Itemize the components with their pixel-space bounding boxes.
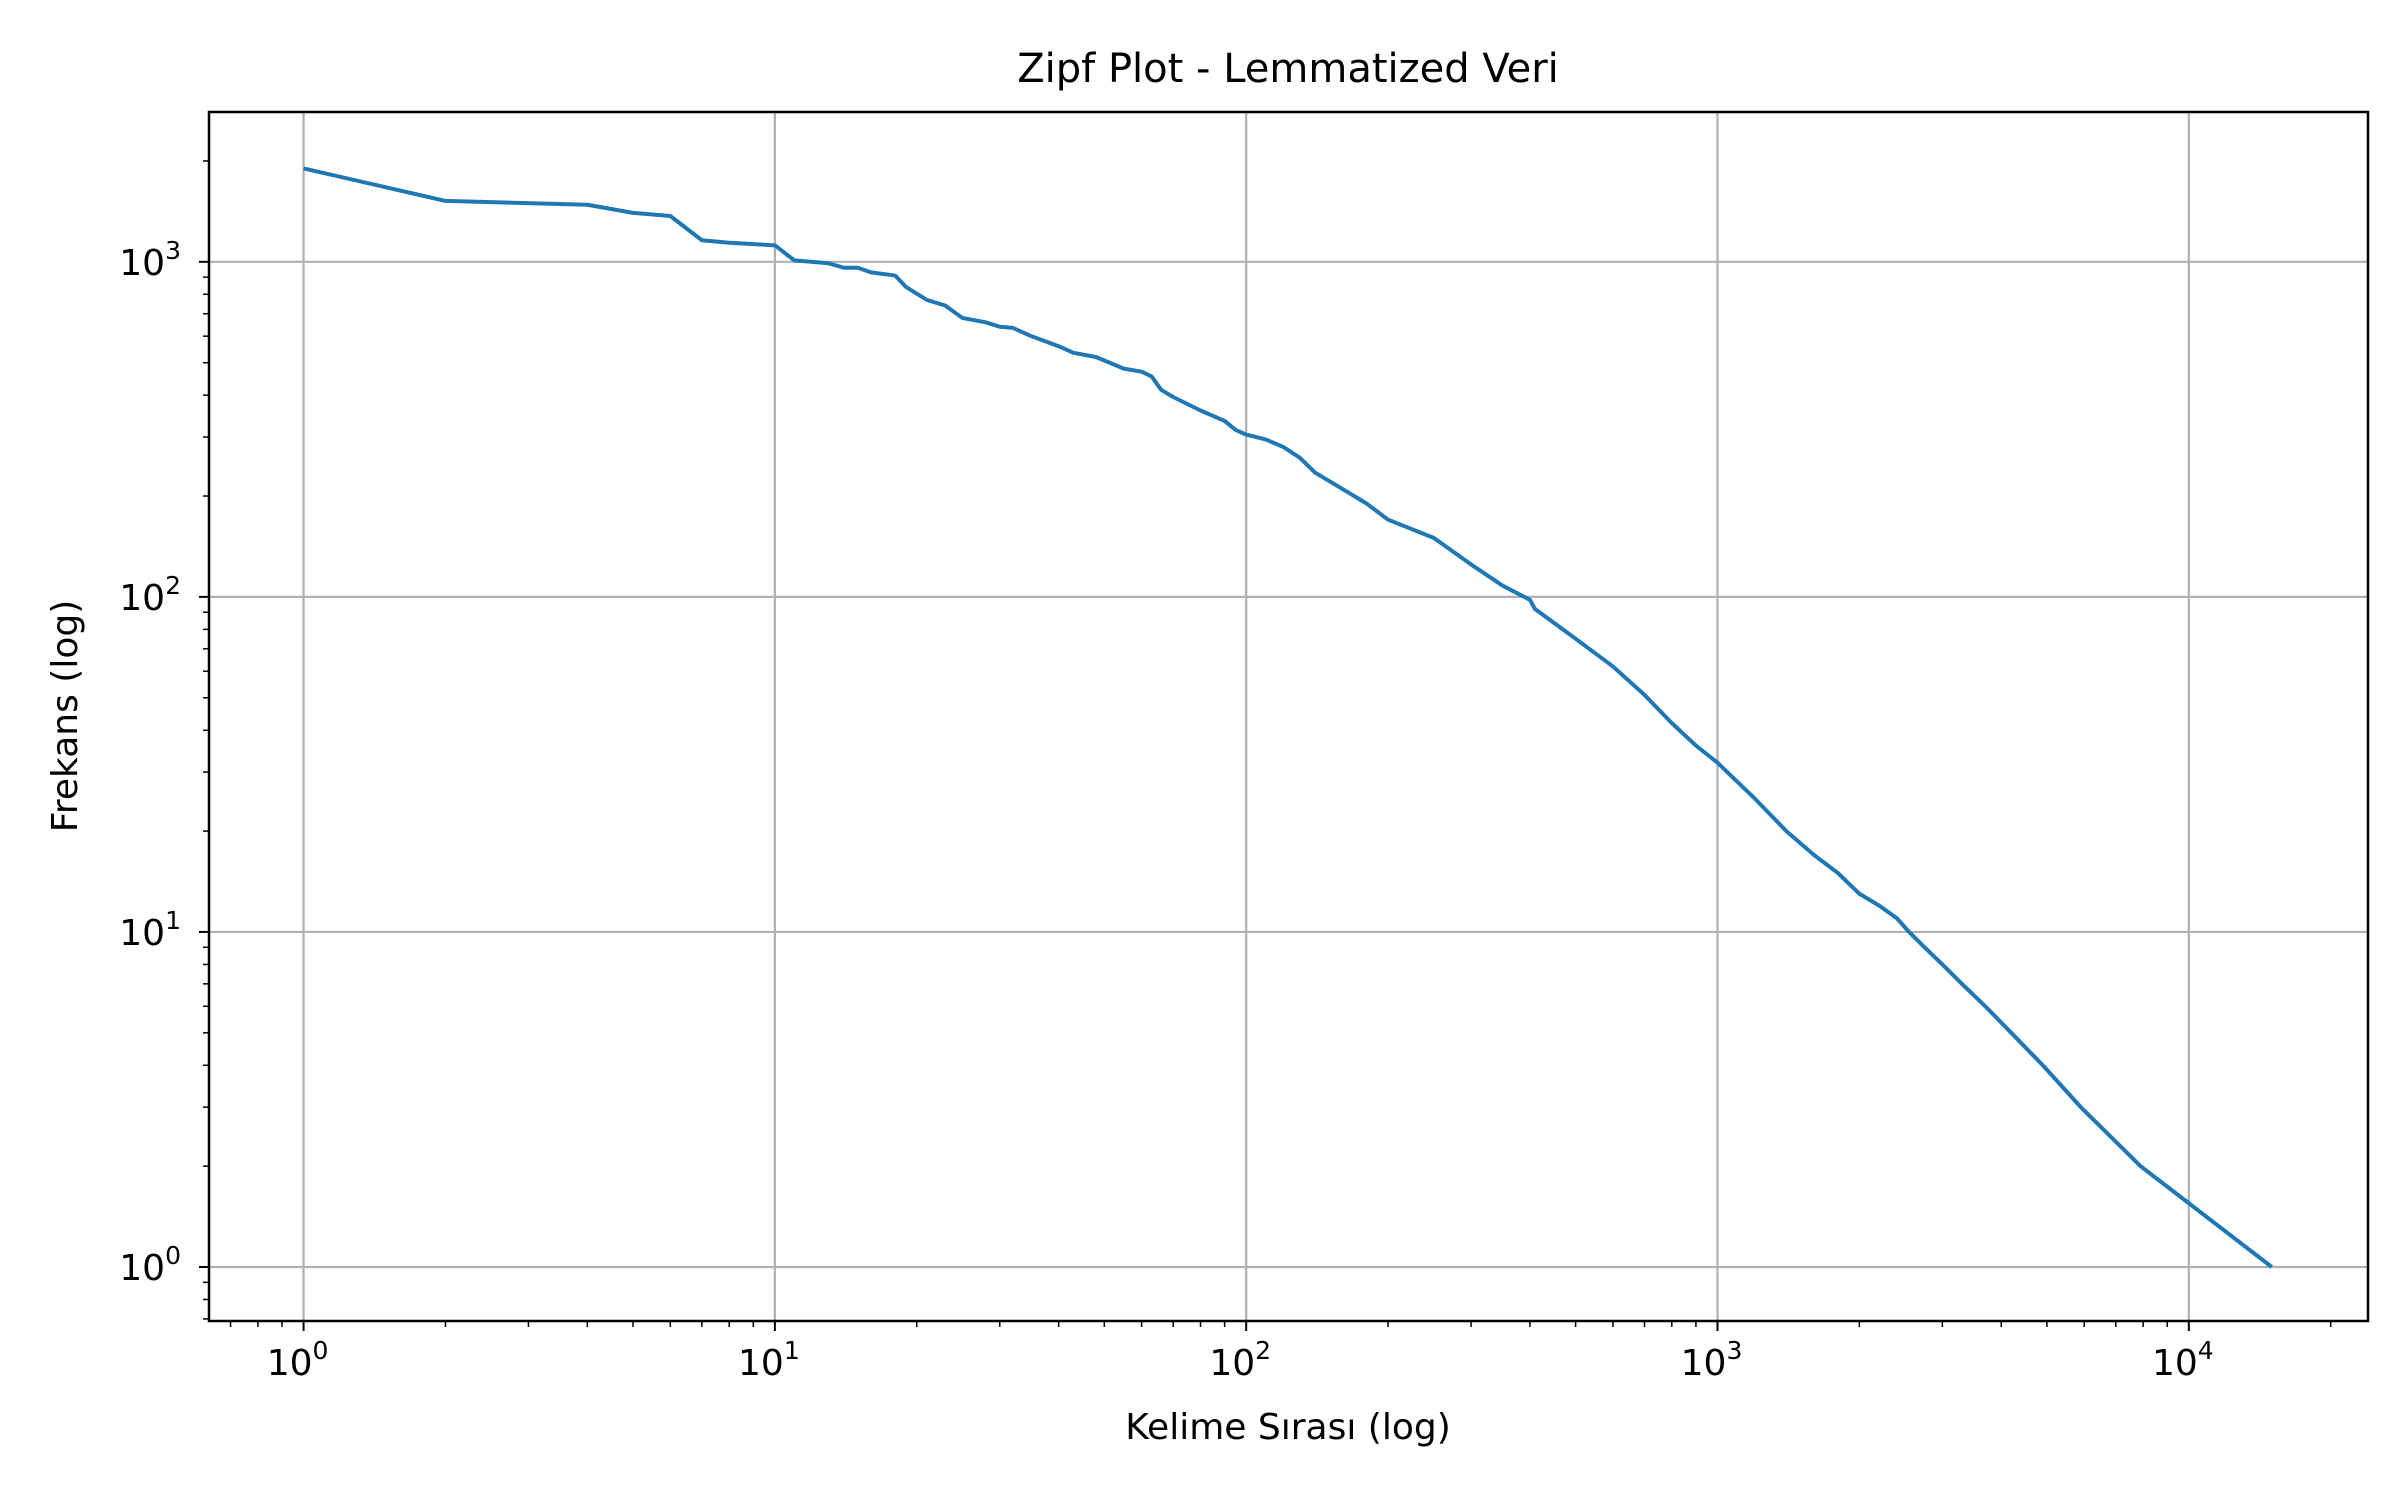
y-tick-label: 103 bbox=[119, 236, 181, 284]
x-tick-label: 102 bbox=[1209, 1336, 1271, 1384]
x-tick-label: 101 bbox=[738, 1336, 800, 1384]
x-axis-label: Kelime Sırası (log) bbox=[1125, 1407, 1451, 1448]
grid bbox=[209, 112, 2368, 1321]
chart-title: Zipf Plot - Lemmatized Veri bbox=[1017, 46, 1559, 92]
y-axis-label: Frekans (log) bbox=[45, 600, 86, 833]
x-tick-label: 103 bbox=[1681, 1336, 1743, 1384]
series-layer bbox=[303, 166, 2274, 1269]
y-tick-label: 100 bbox=[119, 1241, 181, 1289]
y-tick-label: 101 bbox=[119, 906, 181, 954]
ticks: 100 101 102 103 104 100 101 102 103 bbox=[119, 160, 2332, 1384]
axes-frame bbox=[207, 110, 2370, 1323]
y-tick-label: 102 bbox=[119, 571, 181, 619]
x-tick-label: 104 bbox=[2152, 1336, 2214, 1384]
x-tick-label: 100 bbox=[267, 1336, 329, 1384]
series-line bbox=[303, 166, 2274, 1269]
